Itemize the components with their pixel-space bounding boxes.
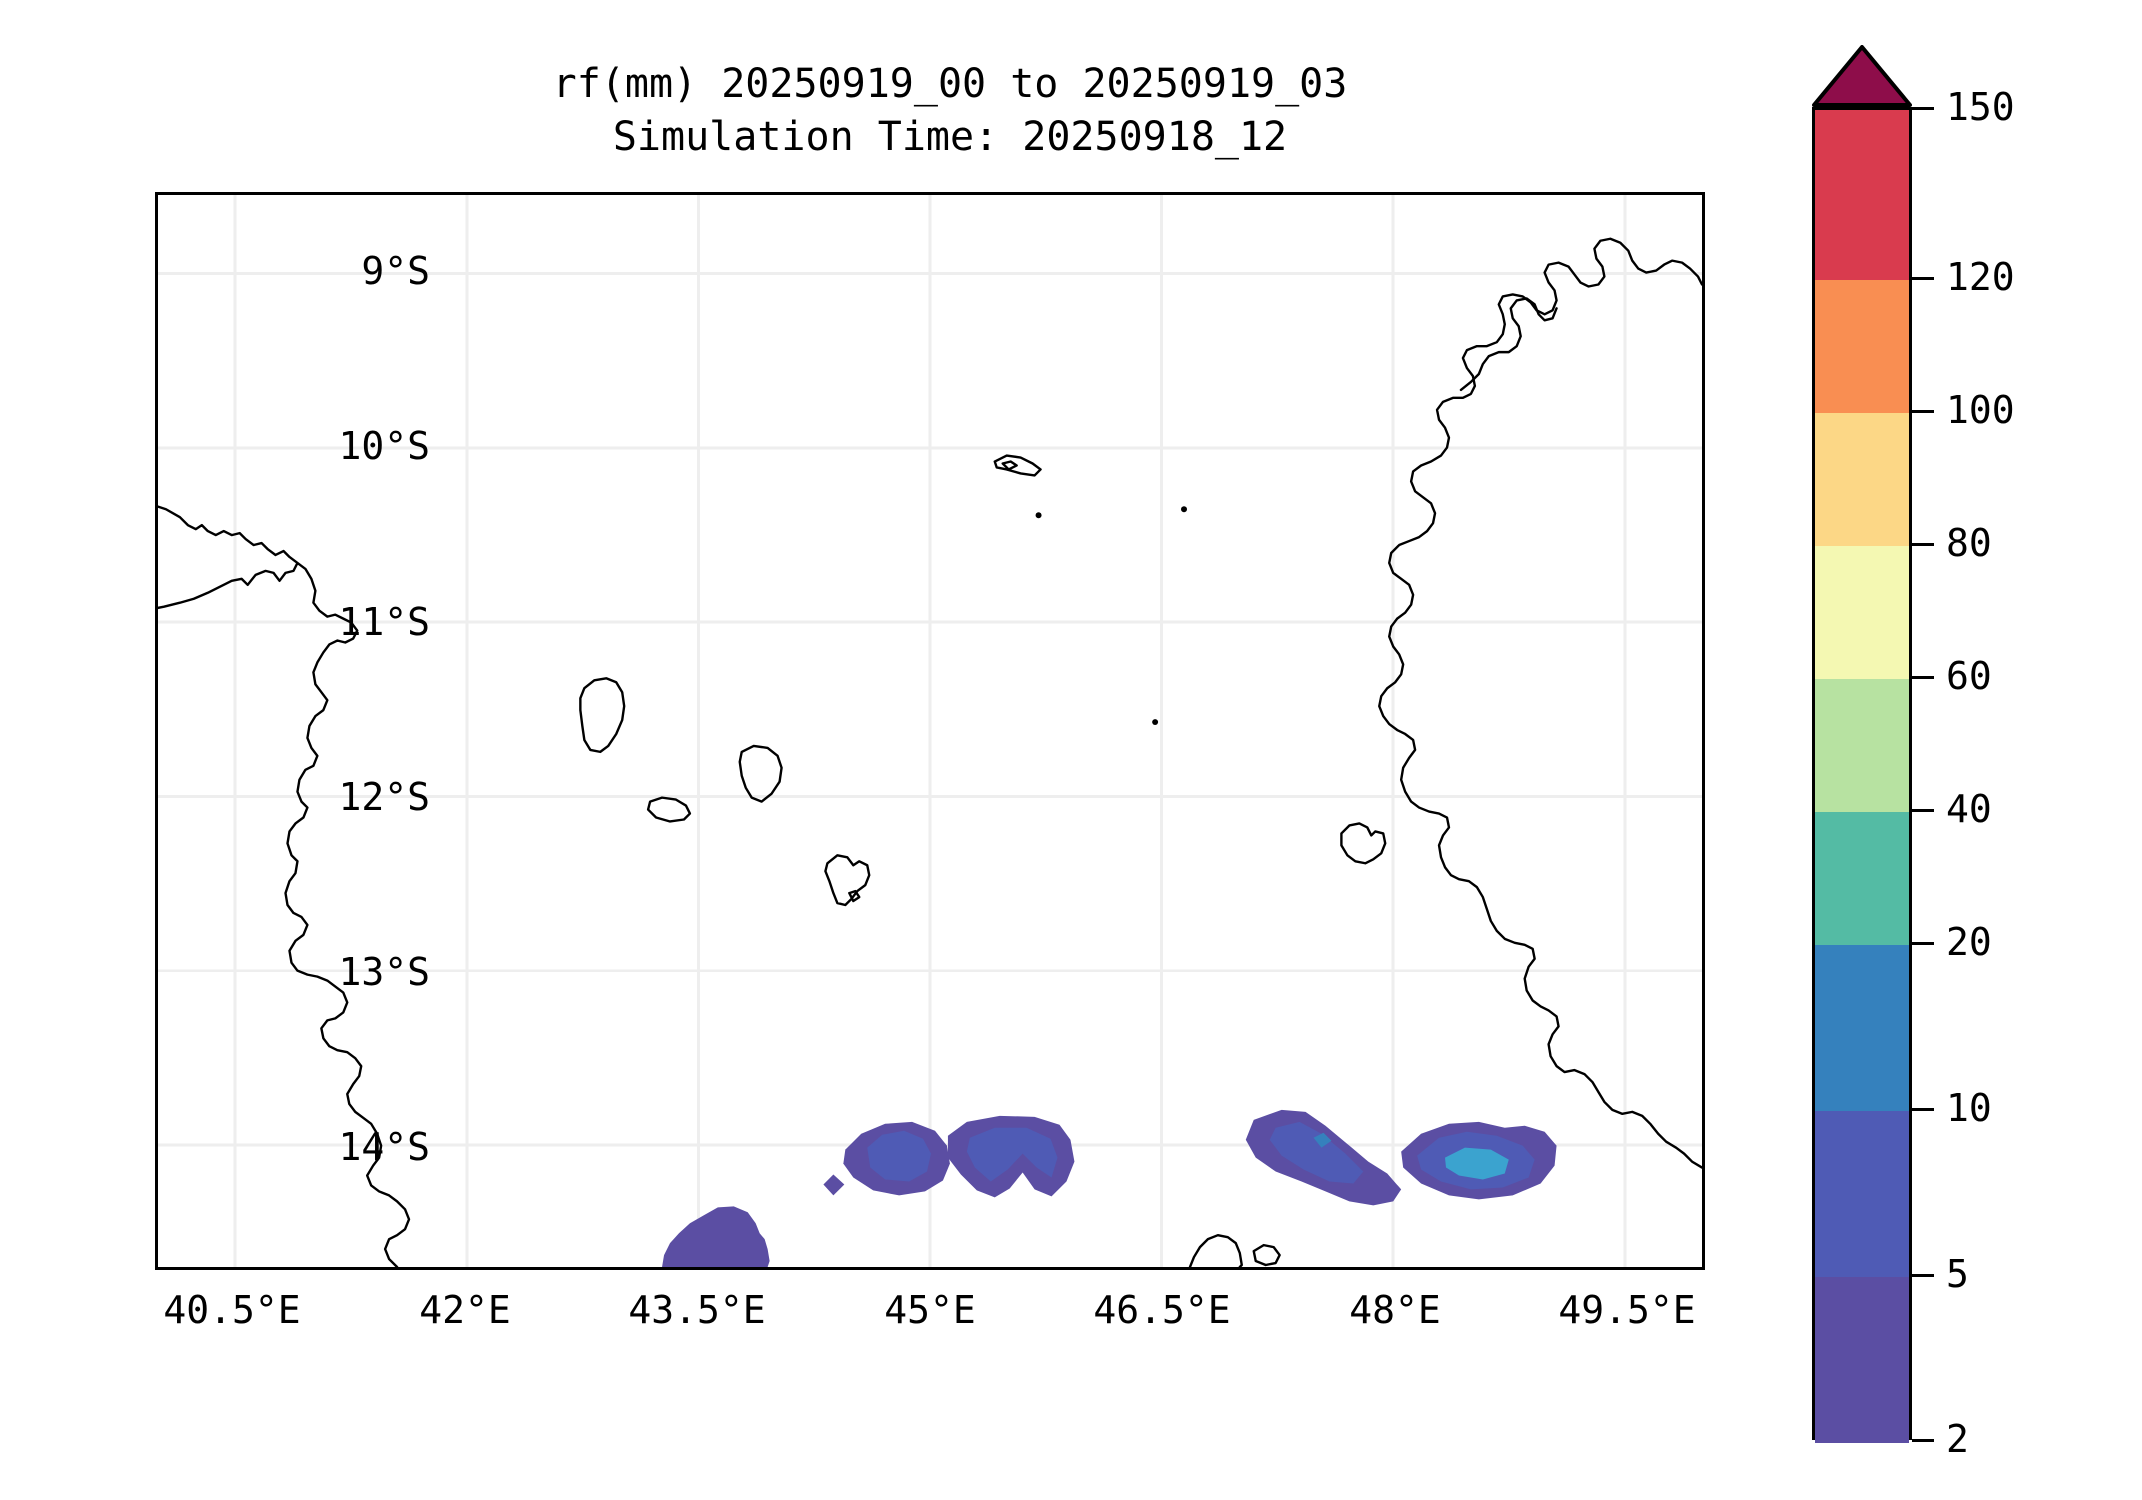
madagascar-north-tip [1459,297,1558,392]
mayotte-island [824,854,871,907]
coastlines [158,237,1702,1267]
colorbar-tick-20 [1912,942,1934,945]
figure-title: rf(mm) 20250919_00 to 20250919_03 Simula… [0,58,1900,164]
gridlines-longitude [233,195,1627,1267]
rain-cell-fareast-inner [1444,1147,1509,1180]
ytick-label-1: 10°S [338,424,430,468]
colorbar-segment-20-40 [1815,812,1909,945]
colorbar-label-150: 150 [1946,85,2015,129]
colorbar-extend-arrow [1812,45,1912,107]
rain-cell-south [662,1206,770,1267]
comoros-anjouan [738,744,783,803]
colorbar-segment-120-150 [1815,110,1909,280]
colorbar-tick-120 [1912,277,1934,280]
xtick-label-2: 43.5°E [628,1288,766,1332]
colorbar-label-60: 60 [1946,654,1992,698]
rain-cell-west-core [867,1130,931,1182]
rain-cell-mid-core [966,1127,1058,1182]
map-svg [158,195,1702,1267]
rainfall-contours [662,1109,1557,1267]
colorbar-label-10: 10 [1946,1086,1992,1130]
colorbar-segment-100-120 [1815,280,1909,413]
colorbar-segment-40-60 [1815,679,1909,812]
xtick-label-6: 49.5°E [1558,1288,1696,1332]
colorbar-tick-80 [1912,543,1934,546]
ytick-label-3: 12°S [338,775,430,819]
mayotte-islet [848,889,861,903]
glorioso-islands [993,454,1042,477]
title-line-1: rf(mm) 20250919_00 to 20250919_03 [552,61,1348,107]
colorbar-segment-5-10 [1815,1111,1909,1277]
xtick-label-4: 46.5°E [1093,1288,1231,1332]
colorbar-label-100: 100 [1946,388,2015,432]
xtick-label-1: 42°E [419,1288,511,1332]
ytick-label-5: 14°S [338,1125,430,1169]
colorbar-tick-100 [1912,410,1934,413]
colorbar-body [1812,107,1912,1443]
colorbar-segment-10-20 [1815,945,1909,1111]
colorbar-label-80: 80 [1946,521,1992,565]
colorbar: 150 120 100 80 60 40 20 10 5 2 [1812,45,2015,1461]
map-canvas [158,195,1702,1267]
glorioso-islet-a [1001,460,1018,471]
colorbar-tick-60 [1912,676,1934,679]
colorbar-label-120: 120 [1946,255,2015,299]
nosy-be-island [1340,822,1387,865]
comoros-moheli [646,796,692,823]
xtick-label-5: 48°E [1349,1288,1441,1332]
madagascar-sw-islet [1252,1243,1281,1267]
colorbar-tick-150 [1912,107,1934,110]
islet-speck-3 [1152,719,1159,726]
colorbar-tick-2 [1912,1439,1934,1442]
islet-speck-1 [1035,512,1042,519]
colorbar-segment-80-100 [1815,413,1909,546]
madagascar-sw-lobe [1188,1233,1243,1267]
ytick-label-2: 11°S [338,600,430,644]
colorbar-label-5: 5 [1946,1252,1969,1296]
colorbar-tick-40 [1912,809,1934,812]
ytick-label-0: 9°S [361,249,430,293]
xtick-label-0: 40.5°E [163,1288,301,1332]
comoros-grande-comore [579,677,626,754]
xtick-label-3: 45°E [884,1288,976,1332]
rain-speck-west [823,1174,845,1196]
rain-cell-east-speck [1313,1132,1332,1148]
madagascar-coastline [1378,237,1702,1169]
colorbar-segment-2-5 [1815,1277,1909,1443]
colorbar-tick-5 [1912,1274,1934,1277]
colorbar-label-20: 20 [1946,920,1992,964]
colorbar-tick-10 [1912,1108,1934,1111]
colorbar-label-2: 2 [1946,1417,1969,1461]
map-axes [155,192,1705,1270]
rain-cell-east-core [1269,1121,1364,1184]
islet-speck-2 [1181,506,1188,513]
ytick-label-4: 13°S [338,950,430,994]
colorbar-label-40: 40 [1946,787,1992,831]
colorbar-segment-60-80 [1815,546,1909,679]
title-line-2: Simulation Time: 20250918_12 [612,113,1288,160]
mozambique-coastline [158,505,411,1267]
